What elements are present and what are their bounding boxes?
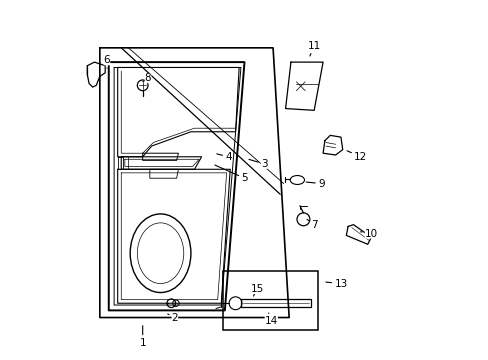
- Text: 1: 1: [139, 326, 146, 347]
- Text: 13: 13: [325, 279, 347, 289]
- Text: 3: 3: [248, 159, 267, 169]
- Text: 7: 7: [306, 219, 317, 230]
- Text: 10: 10: [360, 229, 377, 239]
- Text: 4: 4: [216, 152, 231, 162]
- Text: 14: 14: [264, 313, 277, 326]
- Text: 5: 5: [214, 165, 247, 183]
- Text: 11: 11: [307, 41, 320, 56]
- Bar: [223, 271, 317, 330]
- Text: 2: 2: [167, 312, 178, 323]
- Text: 8: 8: [142, 73, 151, 83]
- Text: 12: 12: [346, 151, 366, 162]
- Text: 6: 6: [103, 55, 110, 68]
- Text: 15: 15: [250, 284, 263, 296]
- Text: 9: 9: [305, 179, 324, 189]
